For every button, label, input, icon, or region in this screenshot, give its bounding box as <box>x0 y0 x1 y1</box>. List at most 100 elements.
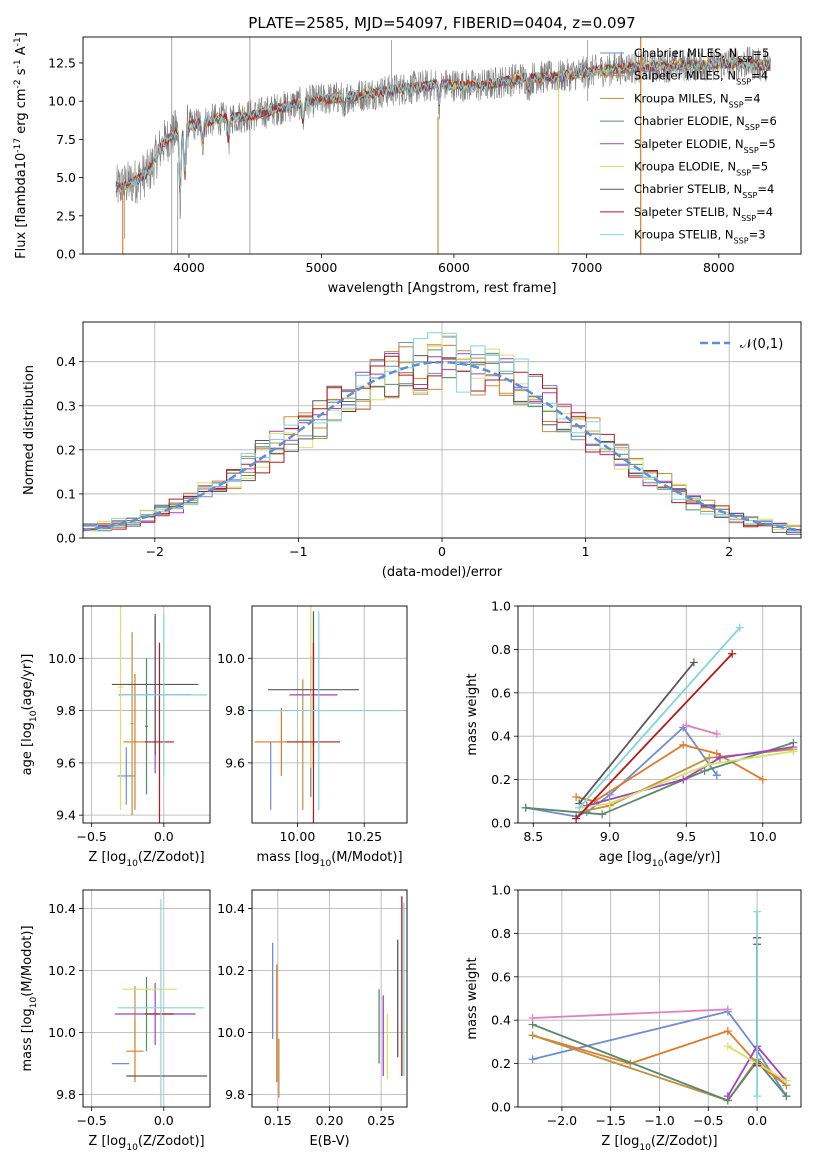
legend-entry: 𝒩(0,1) <box>740 337 783 352</box>
y-tick-label: 10.0 <box>48 94 76 109</box>
legend-entry: Salpeter STELIB, NSSP=4 <box>634 205 773 223</box>
mass-weight-marker <box>723 1092 732 1101</box>
x-tick-label: 8.5 <box>523 829 543 844</box>
x-tick-label: −0.5 <box>693 1113 723 1128</box>
x-axis-label: Z [log10(Z/Zodot)] <box>88 850 204 869</box>
mass-weight-line <box>686 724 718 735</box>
y-axis-label: mass [log10(M/Modot)] <box>20 925 39 1071</box>
x-tick-label: −1 <box>289 544 307 559</box>
mass-weight-marker <box>528 1055 537 1064</box>
legend-entry: Salpeter MILES, NSSP=4 <box>634 69 768 87</box>
histogram-step <box>83 332 801 531</box>
legend-entry: Chabrier STELIB, NSSP=4 <box>634 182 774 200</box>
axes-frame <box>82 889 211 1108</box>
y-tick-label: 0.2 <box>491 1056 511 1071</box>
mass-weight-marker <box>735 623 744 632</box>
mass-weight-marker <box>712 730 721 739</box>
y-axis-label: mass weight <box>465 673 480 755</box>
x-axis-label: age [log10(age/yr)] <box>599 850 721 869</box>
x-tick-label: −0.5 <box>76 1113 106 1128</box>
mass-vs-ebv-panel: 0.15 0.20 0.25 9.8 10.0 10.2 10.4 E(B-V) <box>217 889 408 1149</box>
y-tick-label: 7.5 <box>56 132 76 147</box>
x-axis-label: (data-model)/error <box>382 565 503 580</box>
y-tick-label: 9.8 <box>56 703 76 718</box>
mass-weight-marker <box>753 907 762 916</box>
legend-entry: Chabrier ELODIE, NSSP=6 <box>634 114 777 132</box>
legend-entry: Chabrier MILES, NSSP=5 <box>634 46 769 64</box>
mass-weight-marker <box>782 1092 791 1101</box>
mass-weight-marker <box>528 1014 537 1023</box>
y-tick-label: 1.0 <box>491 883 511 898</box>
y-tick-label: 9.6 <box>225 755 245 770</box>
x-tick-label: 10.00 <box>280 829 316 844</box>
mass-weight-line <box>532 1023 788 1102</box>
y-tick-label: 0.6 <box>491 685 511 700</box>
x-tick-label: 6000 <box>438 260 470 275</box>
mass-weight-line <box>525 726 718 818</box>
axes-frame <box>517 605 802 824</box>
legend-entry: Kroupa MILES, NSSP=4 <box>634 91 761 109</box>
residual-histogram-panel: −2 −1 0 1 2 0.0 0.1 0.2 0.3 0.4 (data-model)/error… <box>22 321 802 580</box>
plot-area <box>111 606 208 823</box>
mass-weight-line <box>586 746 794 807</box>
mass-weight-marker <box>575 803 584 812</box>
mass-weight-marker <box>758 775 767 784</box>
mass-weight-marker <box>528 1031 537 1040</box>
x-tick-label: 0.0 <box>154 829 174 844</box>
mass-weight-marker <box>705 760 714 769</box>
y-axis-label: Normed distribution <box>22 365 37 495</box>
y-tick-label: 10.2 <box>217 963 245 978</box>
y-tick-label: 12.5 <box>48 55 76 70</box>
axes-frame <box>517 889 802 1108</box>
legend-entry: Salpeter ELODIE, NSSP=5 <box>634 137 776 155</box>
plot-area <box>272 896 405 1098</box>
mass-weight-line <box>578 627 741 809</box>
y-tick-label: 0.4 <box>56 354 76 369</box>
x-tick-label: 5000 <box>306 260 338 275</box>
x-tick-label: 0.25 <box>367 1113 395 1128</box>
x-tick-label: 0.0 <box>154 1113 174 1128</box>
model-spectrum-line <box>115 57 771 193</box>
y-tick-label: 9.6 <box>56 755 76 770</box>
x-tick-label: −2 <box>146 544 164 559</box>
axes-frame <box>251 889 408 1108</box>
y-tick-label: 10.0 <box>217 1025 245 1040</box>
y-tick-label: 10.0 <box>217 651 245 666</box>
y-tick-label: 10.4 <box>48 901 76 916</box>
y-tick-label: 10.0 <box>48 651 76 666</box>
y-tick-label: 0.0 <box>491 816 511 831</box>
mass-weight-marker <box>679 740 688 749</box>
mass-weight-marker <box>572 814 581 823</box>
x-tick-label: 4000 <box>173 260 205 275</box>
mass-weight-line <box>578 661 695 805</box>
mass-weight-line <box>579 750 794 809</box>
mass-weight-line <box>575 653 733 820</box>
x-axis-label: Z [log10(Z/Zodot)] <box>88 1134 204 1153</box>
x-axis-label: E(B-V) <box>309 1134 349 1149</box>
plot-area <box>111 899 208 1107</box>
y-tick-label: 9.4 <box>56 808 76 823</box>
y-tick-label: 10.4 <box>217 901 245 916</box>
legend-entry: Kroupa STELIB, NSSP=3 <box>634 228 766 246</box>
mass-weight-marker <box>679 775 688 784</box>
x-axis-label: Z [log10(Z/Zodot)] <box>601 1134 717 1153</box>
axes-frame <box>251 605 408 824</box>
x-tick-label: 9.0 <box>600 829 620 844</box>
mass-weight-marker <box>715 753 724 762</box>
x-tick-label: 7000 <box>570 260 602 275</box>
y-tick-label: 0.0 <box>491 1100 511 1115</box>
spectrum-panel: 4000 5000 6000 7000 8000 0.0 2.5 5.0 7.5 10.0 12.5… <box>13 14 802 296</box>
mass-weight-marker <box>723 1042 732 1051</box>
y-tick-label: 0.8 <box>491 926 511 941</box>
y-tick-label: 9.8 <box>225 1087 245 1102</box>
x-tick-label: 10.0 <box>749 829 777 844</box>
x-axis-label: mass [log10(M/Modot)] <box>256 850 402 869</box>
mass-weight-marker <box>753 1092 762 1101</box>
y-axis-label: age [log10(age/yr)] <box>20 654 39 776</box>
x-tick-label: 1 <box>582 544 590 559</box>
x-tick-label: 0.20 <box>316 1113 344 1128</box>
plot-area <box>528 907 791 1105</box>
massweight-vs-z-panel: −2.0 −1.5 −1.0 −0.5 0.0 0.0 0.2 0.4 0.6 0.8 1.0 Z [… <box>465 883 802 1153</box>
x-tick-label: 0.15 <box>264 1113 292 1128</box>
